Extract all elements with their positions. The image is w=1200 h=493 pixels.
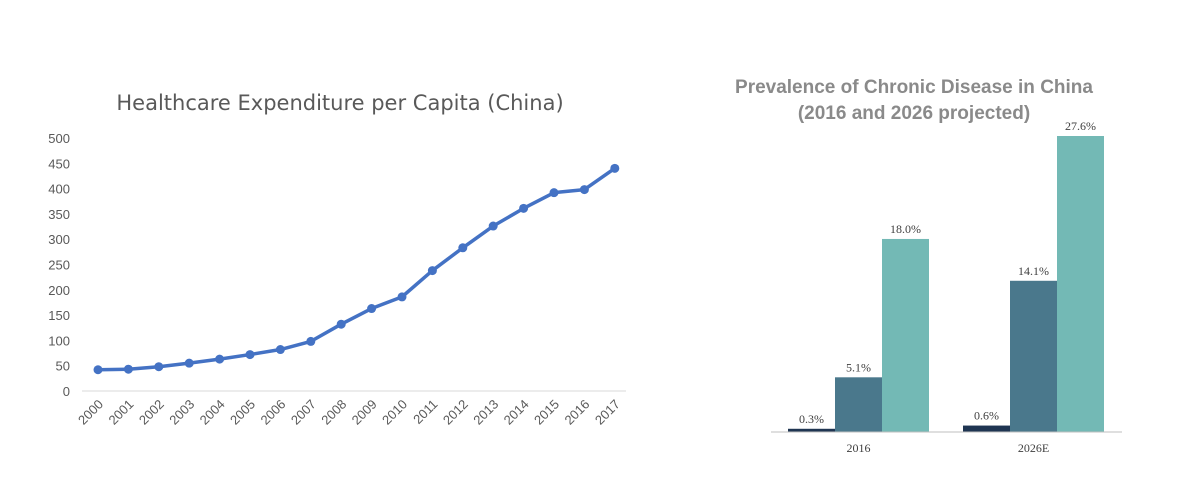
y-tick-label: 300 (48, 232, 70, 247)
bar (788, 428, 835, 432)
data-point (397, 292, 407, 302)
x-tick-label: 2011 (410, 397, 440, 427)
category-label: 2026E (1018, 441, 1049, 455)
line-chart-title: Healthcare Expenditure per Capita (China… (116, 91, 563, 115)
bar-value-label: 18.0% (890, 222, 921, 236)
x-tick-label: 2016 (561, 397, 592, 428)
x-tick-label: 2017 (592, 397, 623, 428)
data-point (427, 266, 437, 276)
data-point (549, 188, 559, 198)
x-tick-label: 2004 (197, 397, 228, 428)
data-point (123, 364, 133, 374)
data-point (610, 163, 620, 173)
bar-chart: Prevalence of Chronic Disease in China (… (735, 77, 1122, 455)
y-tick-label: 400 (48, 182, 70, 197)
y-tick-label: 350 (48, 207, 70, 222)
line-series (96, 166, 617, 372)
x-tick-label: 2007 (288, 397, 319, 428)
bar-value-label: 27.6% (1065, 119, 1096, 133)
x-tick-label: 2005 (227, 397, 258, 428)
y-tick-label: 450 (48, 156, 70, 171)
data-point (367, 304, 377, 314)
data-point (458, 243, 468, 253)
bar-value-label: 14.1% (1018, 264, 1049, 278)
bar (1010, 280, 1057, 432)
data-point (245, 350, 255, 360)
data-point (184, 358, 194, 368)
bar (963, 425, 1010, 432)
x-tick-label: 2015 (531, 397, 562, 428)
bar-group: 0.3% 5.1% 18.0% 0.6% 14.1% 27.6% (788, 119, 1104, 432)
bar-value-label: 5.1% (846, 360, 871, 374)
y-tick-label: 500 (48, 131, 70, 146)
y-tick-label: 100 (48, 333, 70, 348)
category-label: 2016 (847, 441, 871, 455)
x-tick-label: 2008 (318, 397, 349, 428)
x-tick-label: 2014 (501, 397, 532, 428)
data-point (93, 365, 103, 375)
bar (1057, 136, 1104, 432)
data-point (519, 203, 529, 213)
x-tick-label: 2012 (440, 397, 471, 428)
x-tick-label: 2013 (470, 397, 501, 428)
y-tick-label: 50 (56, 359, 70, 374)
y-tick-label: 150 (48, 308, 70, 323)
bar (882, 238, 929, 432)
bar-value-label: 0.3% (799, 412, 824, 426)
bar-chart-title-line2: (2016 and 2026 projected) (798, 103, 1030, 124)
x-tick-label: 2003 (166, 397, 197, 428)
bar-chart-categories: 2016 2026E (847, 441, 1050, 455)
y-tick-label: 200 (48, 283, 70, 298)
data-point (154, 362, 164, 372)
x-tick-label: 2009 (349, 397, 380, 428)
y-tick-label: 0 (63, 384, 70, 399)
y-tick-label: 250 (48, 258, 70, 273)
line-markers (93, 163, 620, 375)
bar-value-label: 0.6% (974, 409, 999, 423)
data-point (306, 336, 316, 346)
x-tick-label: 2006 (257, 397, 288, 428)
data-point (488, 221, 498, 231)
x-tick-label: 2010 (379, 397, 410, 428)
x-tick-label: 2000 (75, 397, 106, 428)
data-point (336, 319, 346, 329)
data-point (215, 354, 225, 364)
x-tick-label: 2001 (105, 397, 136, 428)
line-chart-y-ticks: 0 50 100 150 200 250 300 350 400 450 500 (48, 131, 70, 399)
line-chart-x-ticks: 2000 2001 2002 2003 2004 2005 2006 2007 2008 2009… (75, 397, 623, 428)
x-tick-label: 2002 (136, 397, 167, 428)
line-chart: Healthcare Expenditure per Capita (China… (48, 91, 626, 428)
bar (835, 377, 882, 432)
bar-chart-title-line1: Prevalence of Chronic Disease in China (735, 77, 1093, 98)
data-point (275, 345, 285, 355)
data-point (579, 185, 589, 195)
